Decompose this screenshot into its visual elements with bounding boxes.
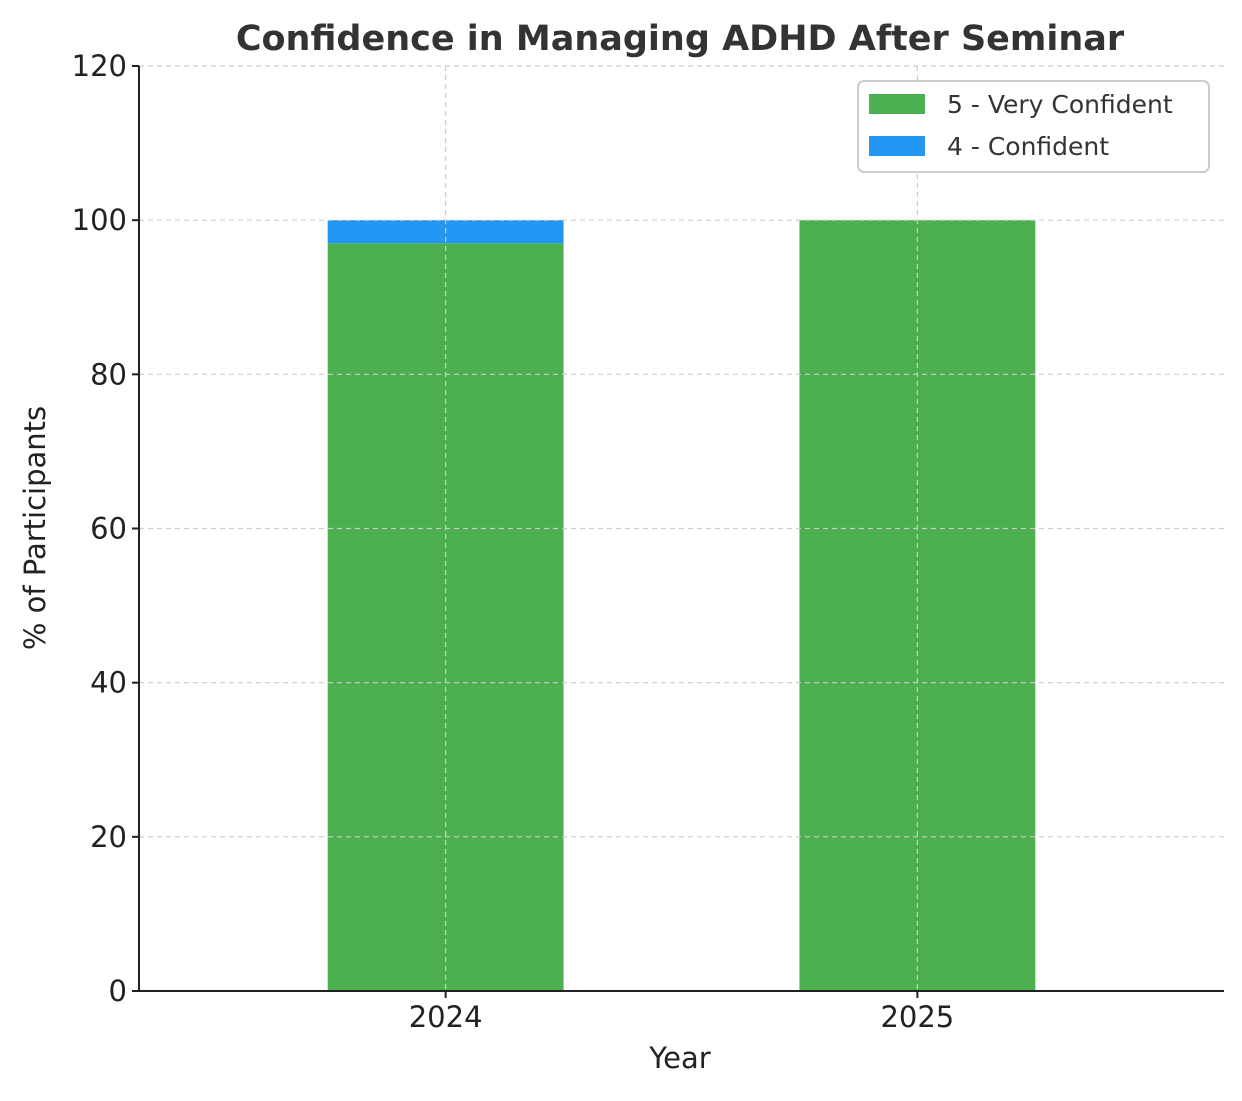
x-tick-label: 2024 <box>409 1000 483 1034</box>
bar-segment-2025-series-0 <box>799 220 1036 991</box>
y-tick-label: 100 <box>72 203 127 237</box>
y-tick-label: 60 <box>90 512 127 546</box>
y-tick-label: 0 <box>109 974 127 1008</box>
x-axis-title: Year <box>648 1041 710 1075</box>
y-tick-label: 120 <box>72 49 127 83</box>
legend-swatch <box>869 136 925 156</box>
legend-box <box>857 80 1210 173</box>
legend-label: 5 - Very Confident <box>947 90 1173 119</box>
y-axis-title: % of Participants <box>18 406 52 650</box>
legend-swatch <box>869 94 925 114</box>
y-tick-label: 80 <box>90 357 127 391</box>
x-tick-label: 2025 <box>880 1000 954 1034</box>
legend: 5 - Very Confident 4 - Confident <box>857 80 1210 173</box>
y-tick-label: 20 <box>90 820 127 854</box>
chart-title: Confidence in Managing ADHD After Semina… <box>236 19 1125 59</box>
tick-labels: 0 20 40 60 80 100 120 2024 2025 <box>72 49 955 1034</box>
gridlines <box>139 65 1224 991</box>
legend-label: 4 - Confident <box>947 132 1109 161</box>
y-tick-label: 40 <box>90 666 127 700</box>
